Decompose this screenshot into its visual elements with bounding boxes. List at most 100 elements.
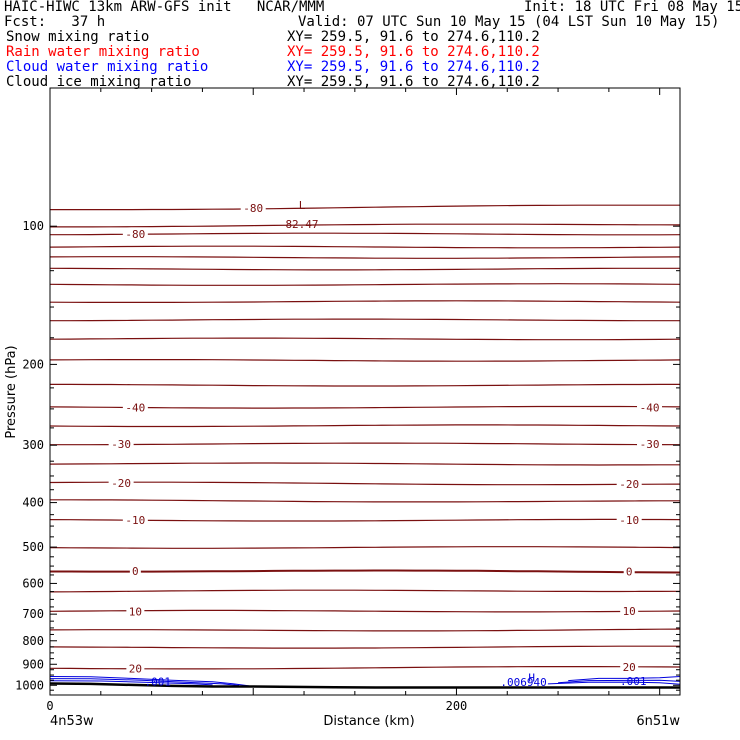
extremum-label: .001 [144,675,171,688]
model-title: HAIC-HIWC 13km ARW-GFS init NCAR/MMM [4,0,325,15]
terrain-line [49,682,680,689]
temperature-contour [50,318,680,322]
temperature-contour [49,462,680,466]
init-time: Init: 18 UTC Fri 08 May 15 [524,0,740,15]
cloud-water-contour [49,676,250,687]
cloud-water-contour [547,681,681,685]
contour-label: -40 [125,401,145,414]
temperature-contour [49,337,681,341]
temperature-contour [49,546,681,549]
contour-label-bg [637,437,663,450]
contour-label-bg [240,202,266,215]
field-xy-snow: XY= 259.5, 91.6 to 274.6,110.2 [287,29,540,45]
y-tick-label: 200 [22,357,44,371]
cloud-water-contour [49,678,240,686]
temperature-contour [50,223,681,228]
y-axis-title: Pressure (hPa) [4,345,19,438]
contour-label: -40 [640,401,660,414]
contour-label: -80 [125,228,145,241]
temperature-contour [49,424,681,428]
temperature-contour [49,267,680,271]
contour-label: -10 [619,514,639,527]
field-label-rain: Rain water mixing ratio [6,44,200,60]
contour-label: 0 [626,566,633,579]
contour-label-bg [637,401,663,414]
contour-label-bg [623,565,635,578]
contour-label: 20 [129,662,142,675]
extremum-label: L [299,199,306,212]
temperature-contour [49,359,681,362]
temperature-contour [49,665,681,670]
y-tick-label: 100 [22,219,44,233]
temperature-contour [49,628,681,632]
contour-label: -10 [125,514,145,527]
field-xy-cloud-ice: XY= 259.5, 91.6 to 274.6,110.2 [287,74,540,90]
temperature-contour [49,481,681,486]
temperature-contour [49,589,681,593]
temperature-contour [49,283,681,286]
cloud-water-contour [558,679,681,684]
contour-label: -20 [619,478,639,491]
terrain-layer [49,682,680,689]
temperature-contour [50,383,680,387]
y-tick-label: 300 [22,438,44,452]
temperature-contour [49,300,681,303]
contour-label: -30 [640,438,660,451]
field-label-cloud-water: Cloud water mixing ratio [6,59,209,75]
valid-time: Valid: 07 UTC Sun 10 May 15 (04 LST Sun … [298,14,720,30]
contour-label: 10 [129,605,142,618]
contour-label: 10 [623,605,636,618]
contour-label: 20 [623,661,636,674]
y-tick-label: 500 [22,540,44,554]
x-end-label-right: 6n51w [636,714,680,729]
contour-label: 0 [132,565,139,578]
temperature-contour [50,499,680,503]
field-xy-cloud-water: XY= 259.5, 91.6 to 274.6,110.2 [287,59,540,75]
contour-labels: -80 -80 -40 -40 -30 -30 -20 -20 -10 -10 0 0 10 10 20 20… [108,199,663,689]
contour-label-bg [616,514,642,527]
contour-label-bg [126,605,145,618]
y-tick-label: 1000 [15,678,44,692]
field-label-snow: Snow mixing ratio [6,29,150,45]
cloud-water-contour [49,680,213,686]
cloud-water-contours [49,676,681,687]
y-tick-label: 400 [22,496,44,510]
x-axis: 0 20 0 [46,88,661,713]
y-tick-label: 600 [22,576,44,590]
temperature-contour [49,518,681,522]
plot-frame [49,87,681,696]
contour-label: -20 [111,477,131,490]
field-label-cloud-ice: Cloud ice mixing ratio [6,74,192,90]
cloud-water-contour [568,676,681,682]
forecast-hour: Fcst: 37 h [4,14,106,30]
temperature-contour [49,609,681,613]
contour-label-bg [126,662,145,675]
contour-label-bg [616,478,642,491]
y-tick-label: 900 [22,657,44,671]
x-end-label-left: 4n53w [50,714,94,729]
extremum-label: H [528,672,535,685]
contour-label: -80 [243,202,263,215]
temperature-contour [50,204,680,211]
temperature-contour [50,569,681,574]
contour-label-bg [108,437,134,450]
temperature-contour [49,405,681,409]
field-xy-rain: XY= 259.5, 91.6 to 274.6,110.2 [287,44,540,60]
contour-label-bg [122,514,148,527]
temperature-contour [50,442,681,446]
plot-border [49,87,681,696]
contour-label: -30 [111,438,131,451]
y-tick-label: 700 [22,607,44,621]
contour-label-bg [108,476,134,489]
temperature-contour [49,645,680,649]
temperature-contour [49,256,681,259]
y-tick-label: 800 [22,634,44,648]
temperature-contours [49,204,681,670]
contour-label-bg [122,228,148,241]
x-axis-title: Distance (km) [323,714,414,729]
temperature-contour [49,245,681,249]
contour-label-bg [129,564,141,577]
temperature-contour [50,232,681,236]
extremum-label: .006940 [500,676,546,689]
